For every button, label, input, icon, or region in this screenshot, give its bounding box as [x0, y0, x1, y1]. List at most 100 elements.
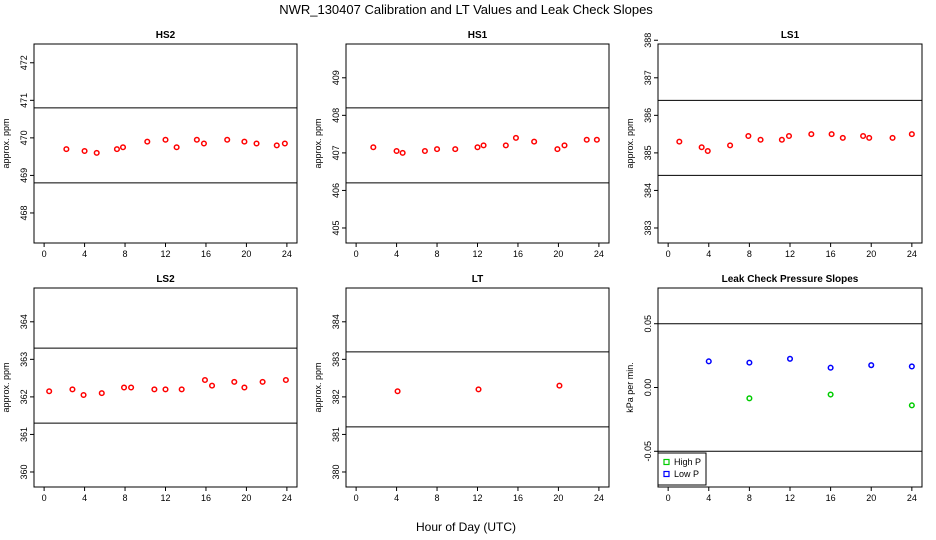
data-point — [480, 142, 487, 149]
y-tick-label: 361 — [19, 427, 29, 442]
y-tick-label: 469 — [19, 168, 29, 183]
y-tick-label: 387 — [643, 70, 653, 85]
x-tick-label: 8 — [123, 249, 128, 259]
legend-entry: High P — [674, 457, 701, 467]
data-point — [474, 144, 481, 151]
x-tick-label: 12 — [472, 249, 482, 259]
x-tick-label: 20 — [866, 249, 876, 259]
data-point — [241, 138, 248, 145]
data-point — [827, 391, 834, 398]
data-point — [452, 146, 459, 153]
x-tick-label: 8 — [435, 493, 440, 503]
data-point — [193, 136, 200, 143]
data-point — [151, 386, 158, 393]
data-point — [421, 147, 428, 155]
data-point — [908, 131, 915, 138]
x-tick-label: 24 — [594, 249, 604, 259]
figure-title: NWR_130407 Calibration and LT Values and… — [279, 2, 653, 17]
y-tick-label: 362 — [19, 389, 29, 404]
data-point — [745, 132, 752, 140]
data-point — [93, 149, 100, 156]
data-point — [46, 388, 53, 395]
data-point — [120, 384, 128, 391]
x-tick-label: 12 — [785, 493, 795, 503]
data-point — [502, 142, 509, 149]
data-point — [200, 140, 207, 147]
legend-swatch — [663, 470, 670, 478]
legend-box — [657, 452, 707, 486]
y-axis-label: kPa per min. — [625, 362, 635, 413]
x-tick-label: 20 — [866, 493, 876, 503]
plot-frame — [33, 43, 298, 244]
chart-panel-6: Leak Check Pressure Slopes 0 4 8 12 16 20 24 -0.… — [625, 274, 923, 503]
data-point — [475, 386, 482, 393]
y-tick-label: -0.05 — [643, 441, 653, 462]
x-tick-label: 4 — [82, 493, 87, 503]
data-point — [81, 147, 88, 155]
data-point — [556, 382, 563, 389]
y-tick-label: 409 — [331, 70, 341, 85]
data-point — [433, 146, 441, 153]
data-point — [144, 138, 151, 145]
data-point — [827, 364, 834, 371]
data-point — [746, 395, 753, 402]
x-tick-label: 24 — [907, 493, 917, 503]
data-point — [119, 144, 127, 151]
x-tick-label: 0 — [42, 493, 47, 503]
chart-panel-1: HS2 0 4 8 12 16 20 24 468 469 470 471 472 approx. ppm — [1, 30, 298, 259]
y-tick-label: 468 — [19, 205, 29, 220]
y-tick-label: 363 — [19, 352, 29, 367]
y-tick-label: 406 — [331, 183, 341, 198]
x-tick-label: 12 — [785, 249, 795, 259]
x-tick-label: 4 — [82, 249, 87, 259]
data-point — [162, 386, 169, 393]
data-point — [866, 134, 873, 141]
x-axis-common-label: Hour of Day (UTC) — [416, 520, 516, 534]
y-tick-label: 0.05 — [643, 315, 653, 333]
x-tick-label: 8 — [123, 493, 128, 503]
data-point — [273, 142, 280, 149]
y-tick-label: 360 — [19, 464, 29, 479]
x-tick-label: 4 — [394, 249, 399, 259]
data-point — [704, 147, 711, 155]
panel-title: Leak Check Pressure Slopes — [722, 274, 859, 285]
data-point — [173, 144, 180, 151]
y-tick-label: 386 — [643, 108, 653, 123]
data-point — [698, 144, 705, 151]
data-point — [512, 134, 519, 141]
y-axis-label: approx. ppm — [625, 118, 635, 168]
y-tick-label: 383 — [331, 352, 341, 367]
data-point — [554, 146, 561, 153]
panel-title: HS1 — [468, 30, 488, 41]
data-point — [113, 146, 120, 153]
x-tick-label: 8 — [435, 249, 440, 259]
panels-group: HS2 0 4 8 12 16 20 24 468 469 470 471 472 approx. ppm… — [1, 30, 923, 503]
data-point — [80, 391, 87, 399]
legend: High P Low P — [657, 452, 707, 486]
data-point — [394, 388, 401, 395]
x-tick-label: 0 — [666, 493, 671, 503]
x-tick-label: 4 — [394, 493, 399, 503]
panel-title: HS2 — [156, 30, 176, 41]
x-tick-label: 20 — [241, 493, 251, 503]
data-point — [746, 359, 753, 366]
data-point — [908, 363, 915, 370]
data-point — [241, 384, 248, 391]
data-point — [676, 138, 683, 145]
y-tick-label: 384 — [643, 183, 653, 198]
y-tick-label: 385 — [643, 145, 653, 160]
data-point — [128, 384, 135, 391]
data-point — [224, 136, 231, 143]
data-point — [201, 376, 208, 384]
x-tick-label: 4 — [706, 493, 711, 503]
chart-panel-2: HS1 0 4 8 12 16 20 24 405 406 407 408 409 approx. ppm — [313, 30, 610, 259]
x-tick-label: 0 — [42, 249, 47, 259]
y-tick-label: 471 — [19, 93, 29, 108]
legend-swatch — [663, 458, 670, 466]
data-point — [370, 144, 377, 151]
data-point — [98, 390, 105, 397]
data-point — [393, 147, 400, 155]
data-point — [786, 355, 794, 362]
x-tick-label: 16 — [826, 493, 836, 503]
